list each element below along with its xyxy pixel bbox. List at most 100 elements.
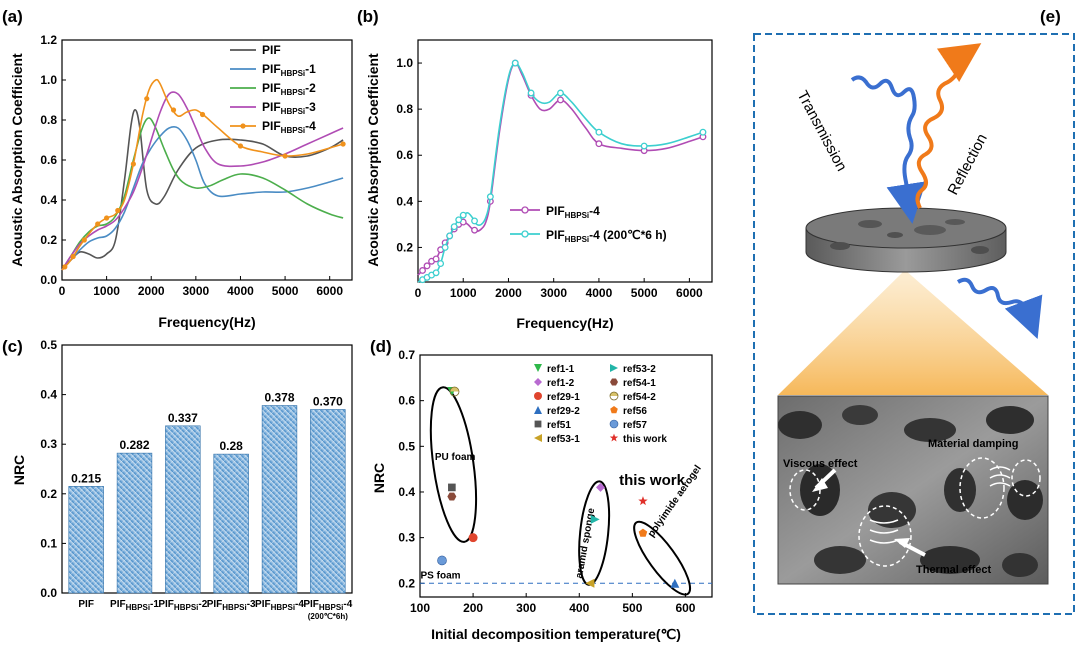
- legend-marker-ref1-1: [534, 364, 542, 372]
- pu-foam-ellipse: [429, 386, 478, 543]
- series-line-PIF-HBPSi-3: [61, 91, 344, 271]
- y-tick-label: 0.6: [396, 148, 413, 162]
- point-ref29-2: [670, 578, 680, 588]
- legend-entry: ref53-2: [623, 364, 656, 375]
- panel-c-label: (c): [2, 337, 23, 356]
- legend-marker-ref54-1: [610, 378, 618, 386]
- panel-d-xlabel: Initial decomposition temperature(℃): [431, 626, 681, 642]
- data-point: [699, 128, 707, 136]
- panel-b-label: (b): [357, 7, 379, 26]
- zoom-cone: [778, 270, 1048, 395]
- y-tick-label: 0.4: [398, 485, 415, 499]
- bar-value-label: 0.28: [219, 439, 243, 453]
- x-tick-label: 6000: [316, 284, 343, 298]
- legend-entry: PIFHBPSi-1: [262, 62, 316, 78]
- y-tick-label: 0.2: [396, 240, 413, 254]
- panel-a-xlabel: Frequency(Hz): [158, 314, 255, 330]
- data-point: [557, 89, 564, 97]
- data-point: [130, 161, 136, 167]
- x-tick-label: 100: [410, 601, 430, 615]
- x-tick-label: 0: [415, 286, 422, 300]
- data-point: [115, 207, 121, 214]
- panel-c-ylabel: NRC: [11, 455, 27, 485]
- y-tick-label: 0.3: [40, 437, 57, 451]
- annotation-ps-foam: PS foam: [421, 571, 461, 582]
- data-point: [282, 153, 288, 159]
- data-point: [441, 243, 449, 251]
- point-ref53-1: [585, 578, 595, 588]
- data-point: [70, 253, 76, 260]
- panel-b-plot-area: [417, 39, 713, 283]
- category-label: PIFHBPSi-3: [207, 599, 256, 612]
- panel-b: (b) 0 1000 2000 3000 4000 5000 6000 0.2 0.4 0.6 0.…: [357, 7, 713, 331]
- transmission-arrow-icon: [850, 75, 927, 224]
- sem-image: [777, 395, 1049, 585]
- data-point: [459, 211, 467, 219]
- bar-value-label: 0.370: [313, 394, 343, 408]
- x-tick-label: 300: [516, 601, 536, 615]
- y-tick-label: 0.7: [398, 348, 415, 362]
- y-tick-label: 0.8: [40, 113, 57, 127]
- x-tick-label: 0: [59, 284, 66, 298]
- data-point: [471, 217, 478, 225]
- panel-b-xlabel: Frequency(Hz): [516, 315, 613, 331]
- panel-a-ylabel: Acoustic Absorption Coefficient: [9, 53, 25, 267]
- data-point: [471, 226, 478, 234]
- legend-entry: ref56: [623, 406, 647, 417]
- category-label: PIFHBPSi-4: [303, 599, 352, 612]
- y-tick-label: 0.4: [396, 194, 413, 208]
- panel-c-plot-area: [61, 344, 353, 594]
- data-point: [81, 237, 87, 243]
- data-point: [237, 143, 244, 149]
- legend-entry: PIFHBPSi-2: [262, 81, 316, 97]
- x-tick-label: 5000: [272, 284, 299, 298]
- x-tick-label: 600: [675, 601, 695, 615]
- y-tick-label: 0.1: [40, 536, 57, 550]
- y-tick-label: 0.4: [40, 193, 57, 207]
- panel-e-label: (e): [1040, 7, 1061, 26]
- bar-value-label: 0.378: [264, 391, 294, 405]
- data-point: [144, 96, 150, 102]
- data-point: [640, 142, 648, 150]
- legend-marker-ref56: [610, 406, 618, 414]
- transmitted-wave-icon: [956, 277, 1043, 339]
- legend-entry: ref54-1: [623, 378, 656, 389]
- x-tick-label: 400: [569, 601, 589, 615]
- y-tick-label: 0.2: [398, 576, 415, 590]
- y-tick-label: 0.0: [40, 273, 57, 287]
- data-point: [199, 111, 206, 118]
- thermal-effect-label: Thermal effect: [916, 564, 992, 576]
- legend-marker-ref53-1: [534, 434, 542, 442]
- legend-entry: PIFHBPSi-3: [262, 100, 316, 116]
- point-ref1-2: [596, 482, 606, 492]
- panel-b-ylabel: Acoustic Absorption Coefficient: [365, 53, 381, 267]
- y-tick-label: 0.8: [396, 102, 413, 116]
- legend-marker-ref53-2: [610, 364, 618, 372]
- data-point: [486, 193, 494, 201]
- x-tick-label: 3000: [182, 284, 209, 298]
- panel-d-ylabel: NRC: [371, 463, 387, 493]
- category-label: PIFHBPSi-4: [255, 599, 304, 612]
- panel-d-plot-area: [419, 354, 713, 598]
- series-line-PIF-HBPSi-2: [61, 117, 344, 271]
- foam-disc: [805, 207, 1007, 273]
- data-point: [62, 264, 68, 270]
- point-ref54-1: [447, 492, 457, 501]
- panel-e: (e) Transmission Reflection: [753, 7, 1075, 615]
- x-tick-label: 3000: [540, 286, 567, 300]
- series-line-PIF: [61, 109, 344, 271]
- point-ref56: [638, 528, 648, 537]
- bar-PIF-HBPSi-1: [116, 452, 153, 594]
- series-line-PIF-HBPSi-1: [61, 125, 344, 271]
- y-tick-label: 0.6: [398, 394, 415, 408]
- data-point: [437, 260, 445, 268]
- data-point: [104, 215, 110, 221]
- bar-PIF-HBPSi-3: [213, 453, 249, 594]
- y-tick-label: 0.2: [40, 487, 57, 501]
- point-this work: [638, 496, 648, 506]
- x-tick-label: 500: [622, 601, 642, 615]
- bar-value-label: 0.215: [71, 471, 101, 485]
- panel-a: (a) 0 1000 2000 3000 4000 5000 6000 0.0 0.2 0.4 0.…: [2, 7, 353, 330]
